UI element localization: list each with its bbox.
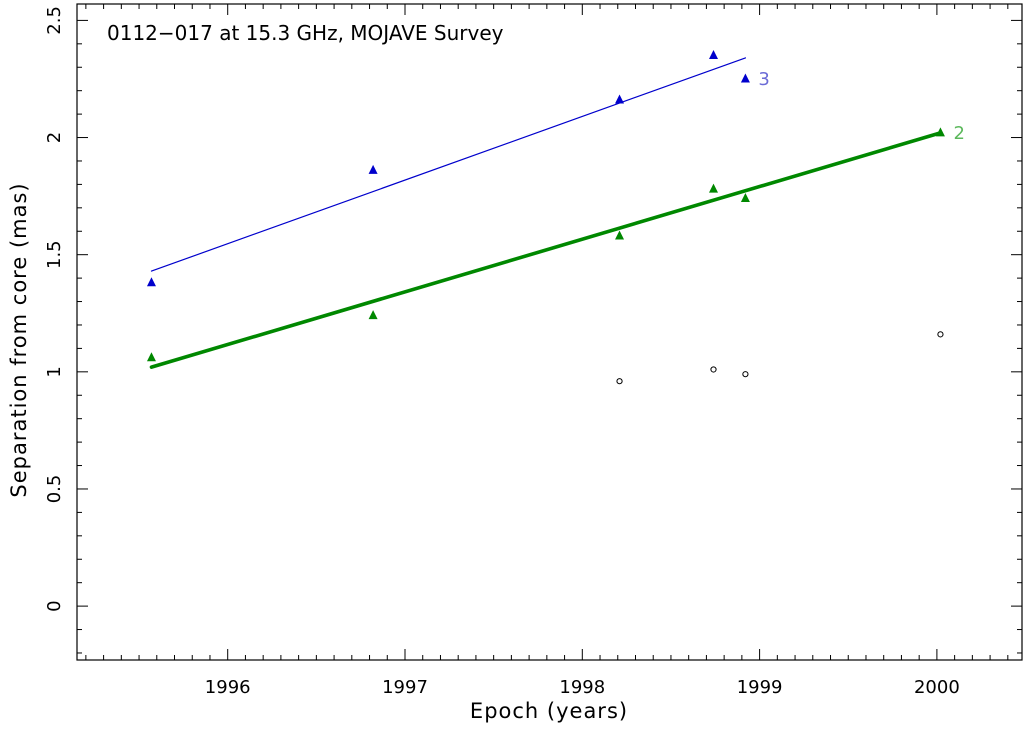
fit-line-2 <box>149 131 943 369</box>
triangle-marker-series-3 <box>740 73 750 83</box>
series-label-3: 3 <box>758 69 769 90</box>
x-tick-label: 1996 <box>205 677 251 698</box>
triangle-marker-series-2 <box>368 310 378 320</box>
y-tick-label: 2.5 <box>44 6 65 35</box>
triangle-marker-series-3 <box>709 50 719 60</box>
y-tick-label: 1.5 <box>44 240 65 269</box>
triangle-marker-series-2 <box>740 192 750 202</box>
y-tick-label: 0 <box>44 600 65 611</box>
y-tick-label: 0.5 <box>44 475 65 504</box>
series-labels: 32 <box>758 69 964 144</box>
axis-tick-labels: 1996 1997 1998 1999 2000 0 0.5 1 1.5 2 2.5 <box>44 6 960 698</box>
circle-marker <box>616 378 623 385</box>
y-tick-label: 1 <box>44 366 65 377</box>
circle-marker <box>710 366 717 373</box>
axis-ticks <box>77 4 1022 660</box>
circle-marker <box>937 331 944 338</box>
y-tick-label: 2 <box>44 132 65 143</box>
x-tick-label: 1998 <box>559 677 605 698</box>
triangle-marker-series-3 <box>146 277 156 287</box>
series-label-2: 2 <box>953 123 964 144</box>
fit-line-3 <box>150 57 747 272</box>
x-tick-label: 1997 <box>382 677 428 698</box>
fit-lines <box>149 57 943 369</box>
chart-title: 0112−017 at 15.3 GHz, MOJAVE Survey <box>107 21 504 45</box>
triangle-marker-series-2 <box>615 230 625 240</box>
y-axis-label: Separation from core (mas) <box>7 182 31 497</box>
plot-frame <box>76 3 1023 661</box>
data-points <box>146 50 945 385</box>
circle-marker <box>742 371 749 378</box>
triangle-marker-series-3 <box>368 164 378 174</box>
triangle-marker-series-3 <box>615 94 625 104</box>
triangle-marker-series-2 <box>146 352 156 362</box>
x-tick-label: 1999 <box>737 677 783 698</box>
x-axis-label: Epoch (years) <box>470 699 628 723</box>
triangle-marker-series-2 <box>935 127 945 137</box>
x-tick-label: 2000 <box>914 677 960 698</box>
triangle-marker-series-2 <box>709 183 719 193</box>
